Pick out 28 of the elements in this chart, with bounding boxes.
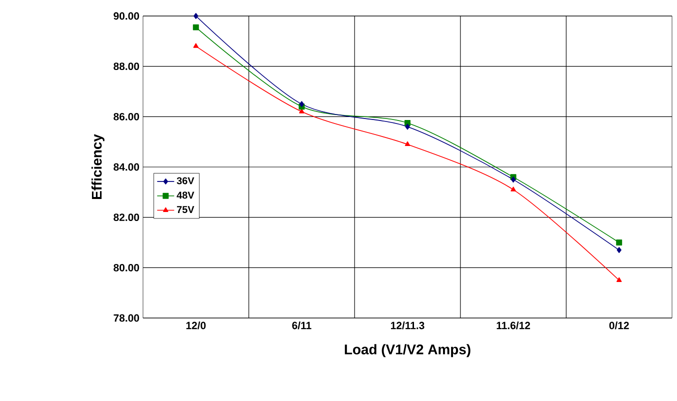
point xyxy=(194,13,198,19)
x-tick-label: 12/0 xyxy=(186,322,206,330)
x-tick-label: 12/11.3 xyxy=(391,322,424,330)
x-axis-title: Load (V1/V2 Amps) xyxy=(344,344,470,358)
legend-label: 36V xyxy=(176,177,194,184)
point xyxy=(510,176,516,183)
y-axis-title: Efficiency xyxy=(91,134,104,200)
y-tick-label: 78.00 xyxy=(114,314,140,322)
point xyxy=(192,24,199,30)
x-tick-label: 0/12 xyxy=(609,322,629,330)
legend-label: 48V xyxy=(176,192,194,199)
point xyxy=(299,101,304,108)
y-tick-label: 90.00 xyxy=(114,12,140,20)
point xyxy=(510,186,516,192)
x-tick-label: 11.6/12 xyxy=(496,322,530,330)
point xyxy=(616,277,622,282)
point xyxy=(405,124,410,130)
y-tick-label: 88.00 xyxy=(114,62,140,70)
legend-label: 75V xyxy=(176,206,194,214)
y-tick-label: 80.00 xyxy=(114,264,140,272)
y-tick-label: 84.00 xyxy=(114,163,140,171)
point xyxy=(404,141,410,146)
y-tick-label: 82.00 xyxy=(114,214,140,222)
point xyxy=(193,43,199,48)
x-tick-label: 6/11 xyxy=(292,322,312,330)
point xyxy=(616,247,622,254)
point xyxy=(616,240,622,246)
y-tick-label: 86.00 xyxy=(114,112,140,120)
